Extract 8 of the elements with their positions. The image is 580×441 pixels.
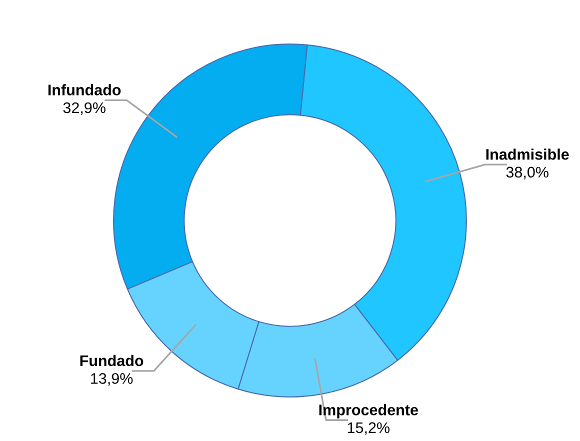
slice-label: Fundado xyxy=(80,354,144,366)
data-label: 15,2% xyxy=(348,422,390,435)
slice-label: Infundado xyxy=(48,84,121,96)
data-label: 13,9% xyxy=(91,373,133,386)
data-label: 38,0% xyxy=(506,166,548,180)
slice-label: Improcedente xyxy=(319,404,418,418)
slice-label: Inadmisible xyxy=(486,148,569,160)
data-label: 32,9% xyxy=(63,102,106,115)
